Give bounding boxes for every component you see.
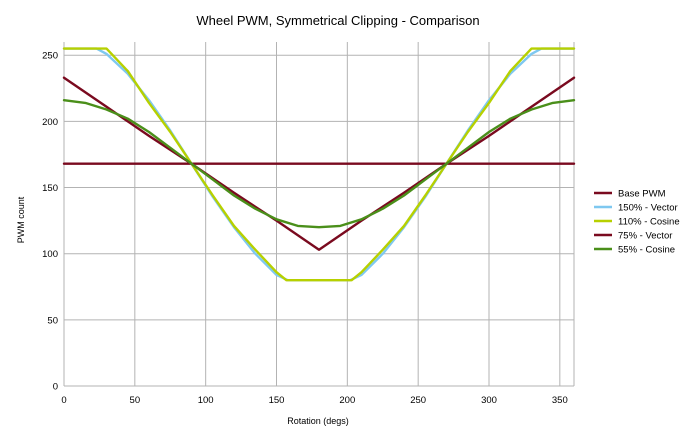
x-tick-label: 250 [410, 395, 426, 406]
y-tick-label: 0 [53, 382, 58, 393]
series-line-3 [62, 47, 576, 282]
y-tick-label: 50 [47, 315, 58, 326]
y-axis-label: PWM count [16, 196, 26, 243]
legend-label: 55% - Cosine [618, 245, 675, 256]
series-lines [62, 47, 576, 282]
y-tick-label: 250 [42, 51, 58, 62]
legend-label: 75% - Vector [618, 231, 672, 242]
legend-label: Base PWM [618, 189, 666, 200]
series-line-4 [62, 76, 576, 251]
x-tick-label: 100 [198, 395, 214, 406]
legend: Base PWM 150% - Vector 110% - Cosine 75% - … [594, 189, 680, 256]
x-tick-label: 50 [130, 395, 141, 406]
tick-labels: 0 50 100 150 200 250 0 50 100 150 200 250 300 350 [42, 51, 568, 406]
y-tick-label: 200 [42, 117, 58, 128]
x-tick-label: 150 [269, 395, 285, 406]
legend-label: 150% - Vector [618, 203, 678, 214]
x-axis-label: Rotation (degs) [287, 416, 349, 426]
y-tick-label: 100 [42, 249, 58, 260]
chart-title: Wheel PWM, Symmetrical Clipping - Compar… [196, 13, 479, 28]
grid-lines [63, 42, 575, 387]
x-tick-label: 300 [481, 395, 497, 406]
x-tick-label: 200 [339, 395, 355, 406]
x-tick-label: 350 [552, 395, 568, 406]
y-tick-label: 150 [42, 183, 58, 194]
series-line-5 [62, 98, 576, 229]
x-tick-label: 0 [61, 395, 66, 406]
legend-label: 110% - Cosine [618, 217, 680, 228]
